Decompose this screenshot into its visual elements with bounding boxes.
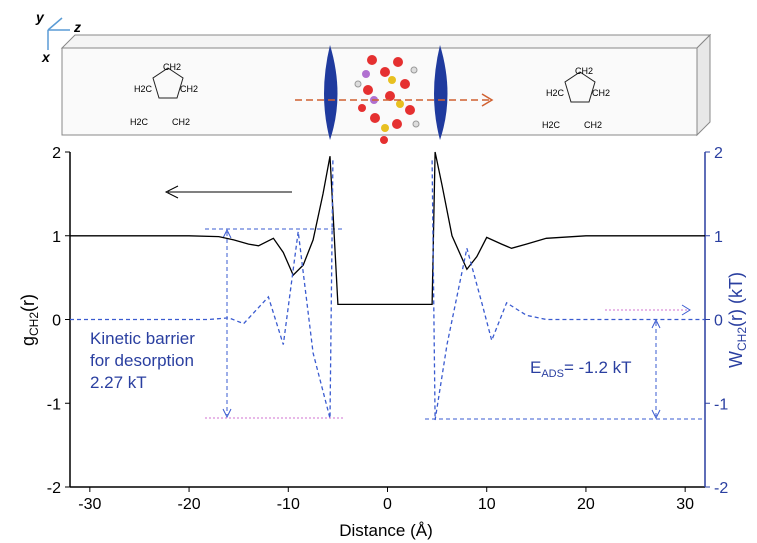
- y-axis-label: gCH2(r): [18, 294, 41, 346]
- axis-letter: x: [41, 49, 51, 65]
- annotation: 2.27 kT: [90, 373, 147, 392]
- series-line: [70, 151, 705, 306]
- y2-tick-label: 2: [714, 145, 723, 162]
- y2-tick-label: -1: [714, 396, 728, 413]
- barrier-annotation: Kinetic barrier for desorption 2.27 kT: [90, 329, 195, 392]
- molecule-label: H2C: [130, 117, 149, 127]
- eads-annotation: EADS= -1.2 kT: [530, 358, 632, 380]
- molecule-label: CH2: [575, 66, 593, 76]
- x-axis-label: Distance (Å): [339, 521, 433, 540]
- annotation: Kinetic barrier: [90, 329, 195, 348]
- annotation: = -1.2 kT: [564, 358, 632, 377]
- y-axis-label-part: g: [18, 336, 38, 346]
- schematic: [47, 17, 712, 144]
- annotation: E: [530, 358, 541, 377]
- molecule-label: H2C: [542, 120, 561, 130]
- y2-tick-label: 1: [714, 229, 723, 246]
- y2-tick-label: 0: [714, 313, 723, 330]
- molecule-label: H2C: [546, 88, 565, 98]
- axis-letter: z: [73, 19, 81, 35]
- annotation: ADS: [541, 368, 564, 380]
- y-tick-label: -1: [47, 396, 61, 413]
- axis-letter: y: [35, 9, 45, 25]
- y-tick-label: 2: [52, 145, 61, 162]
- x-tick-label: -10: [277, 496, 300, 513]
- x-tick-label: 20: [577, 496, 595, 513]
- molecule-label: CH2: [584, 120, 602, 130]
- x-tick-label: 0: [383, 496, 392, 513]
- y-tick-label: 0: [52, 313, 61, 330]
- y2-axis-label-part: CH2: [735, 327, 749, 351]
- y-tick-label: -2: [47, 480, 61, 497]
- y2-axis-label: WCH2(r) (kT): [726, 272, 749, 368]
- x-tick-label: -30: [78, 496, 101, 513]
- annotation: for desorption: [90, 351, 194, 370]
- molecule-label: CH2: [163, 62, 181, 72]
- y2-tick-label: -2: [714, 480, 728, 497]
- molecule-label: CH2: [592, 88, 610, 98]
- y2-axis-label-part: W: [726, 351, 746, 368]
- y-axis-label-part: CH2: [27, 312, 41, 336]
- y2-axis-label-part: (r) (kT): [726, 272, 746, 327]
- y-tick-label: 1: [52, 229, 61, 246]
- annotation-lines: [164, 185, 705, 420]
- x-tick-label: -20: [178, 496, 201, 513]
- molecule-label: H2C: [134, 84, 153, 94]
- molecule-label: CH2: [172, 117, 190, 127]
- molecule-label: CH2: [180, 84, 198, 94]
- y-axis-label-part: (r): [18, 294, 38, 312]
- x-tick-label: 10: [478, 496, 496, 513]
- series-line: [70, 160, 705, 421]
- x-tick-label: 30: [676, 496, 694, 513]
